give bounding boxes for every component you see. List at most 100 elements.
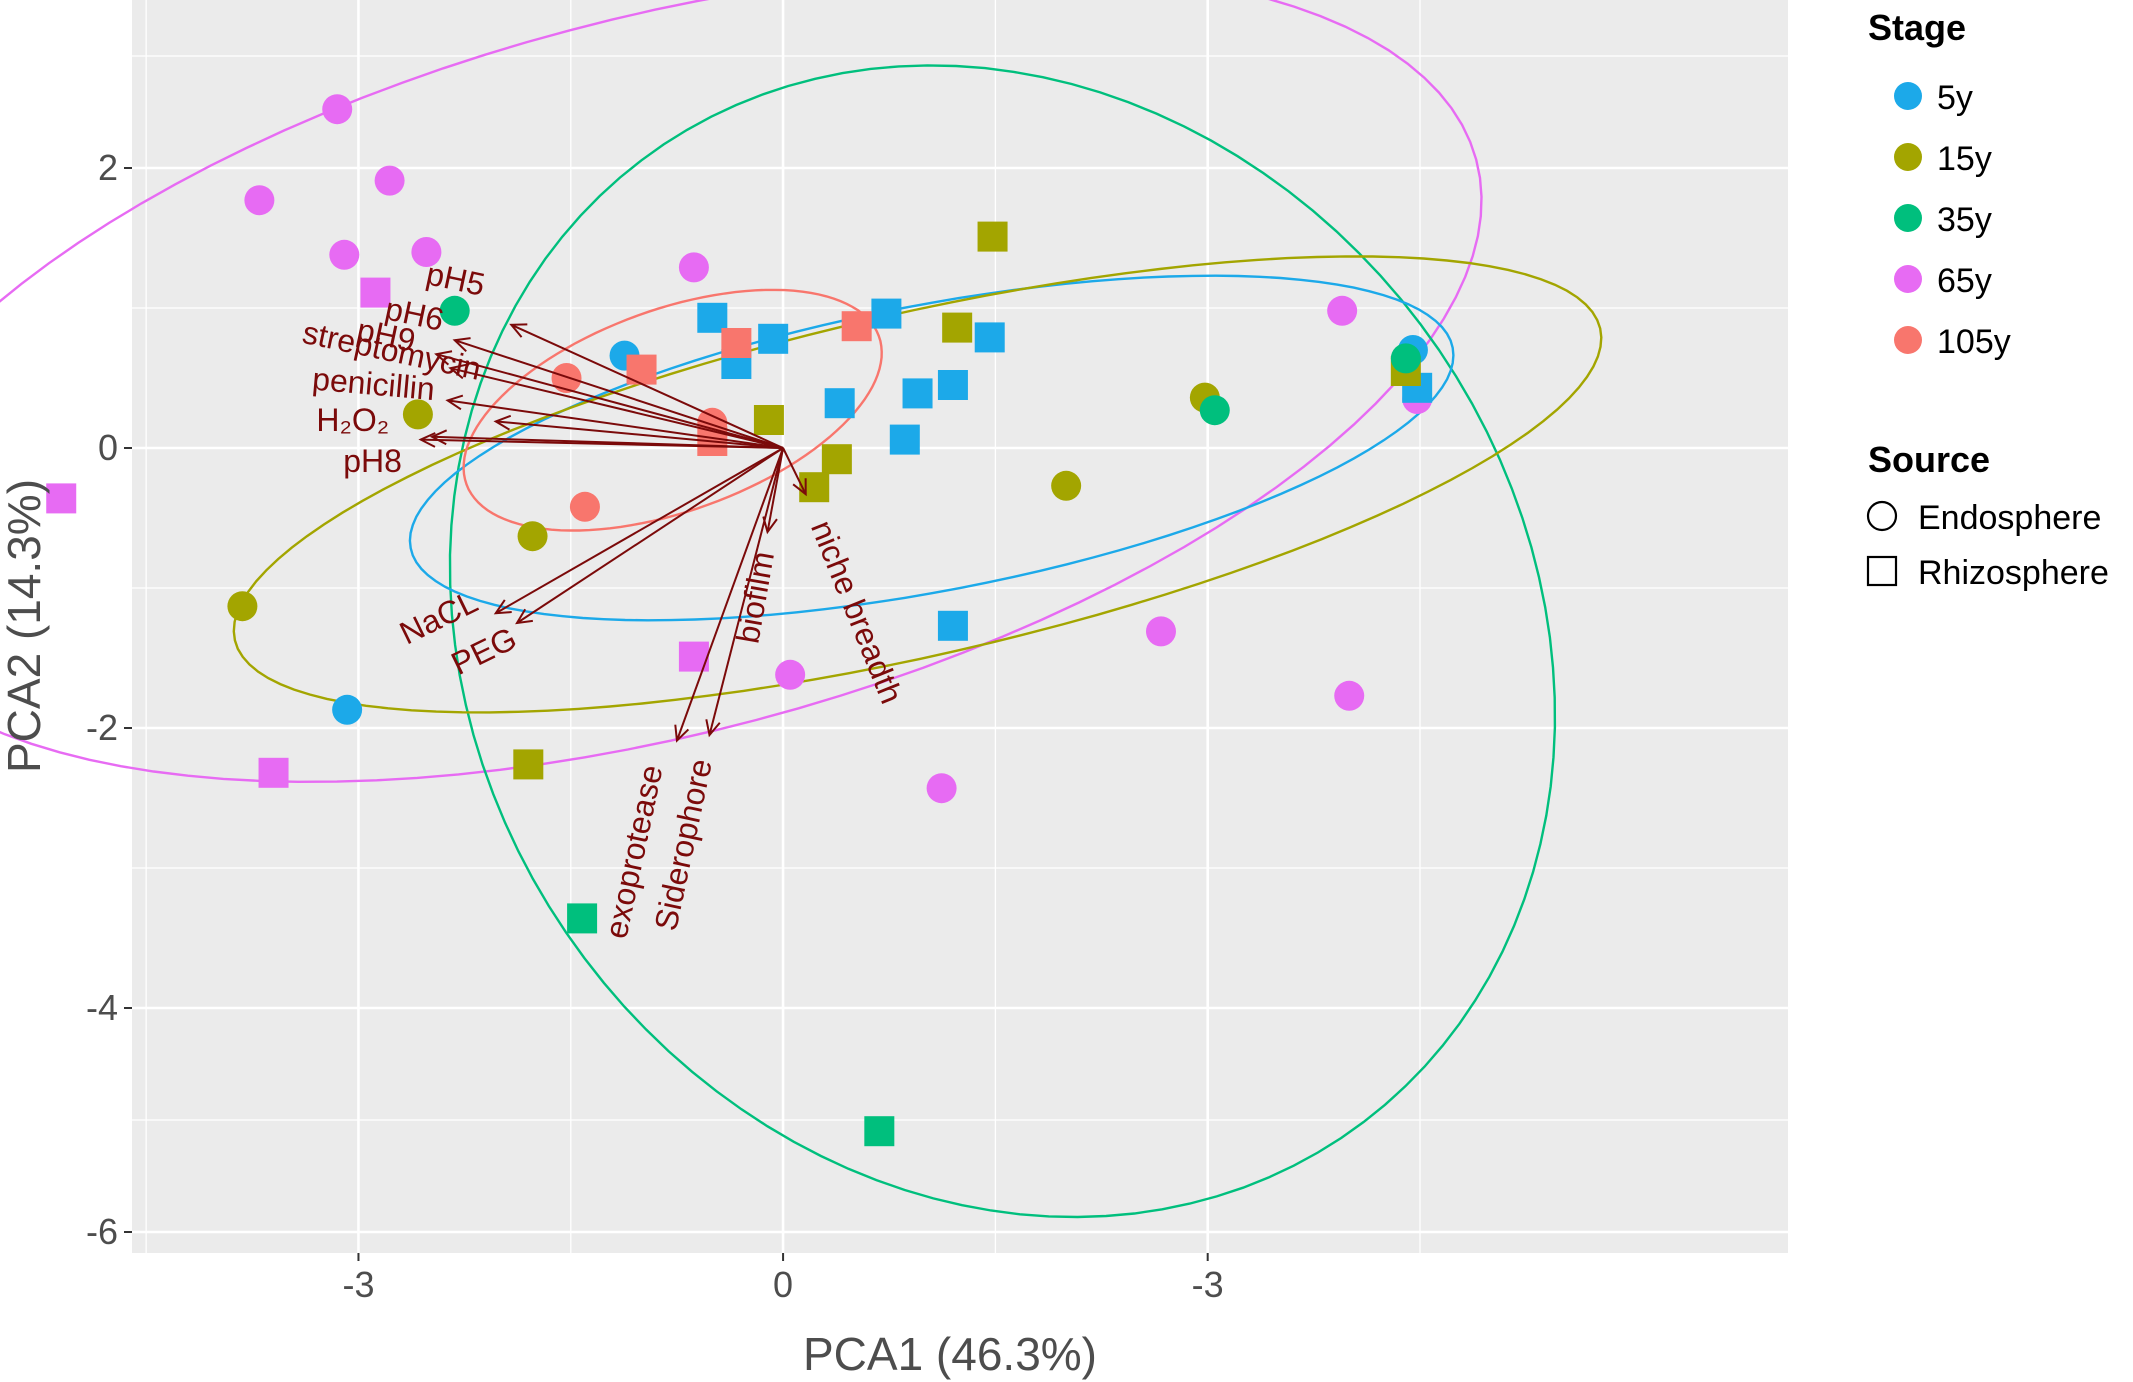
- ellipse-5y: [408, 274, 1455, 622]
- ellipse-15y: [232, 255, 1603, 714]
- point-105y-endosphere: [551, 363, 582, 393]
- point-5y-rhizosphere: [697, 302, 728, 333]
- legend-source-label: Endosphere: [1918, 499, 2101, 537]
- loading-arrowhead: [452, 337, 471, 353]
- legend-stage-key: [1894, 326, 1922, 354]
- legend-stage-key: [1894, 204, 1922, 232]
- loading-arrow: [454, 339, 784, 449]
- legend-stage-label: 35y: [1937, 201, 1992, 239]
- point-35y-endosphere: [1199, 395, 1230, 426]
- legend-stage-label: 105y: [1937, 323, 2011, 361]
- point-65y-endosphere: [775, 659, 806, 690]
- loading-arrow: [708, 447, 785, 736]
- point-5y-rhizosphere: [824, 388, 855, 419]
- x-tick-label: -3: [342, 1264, 374, 1305]
- x-tick-label: -3: [1192, 1264, 1224, 1305]
- loading-arrow: [495, 447, 784, 615]
- loading-arrowhead: [762, 516, 778, 535]
- point-5y-rhizosphere: [758, 323, 789, 354]
- x-axis-ticks: -3 0 -3: [342, 1253, 1224, 1305]
- point-35y-rhizosphere: [567, 903, 598, 934]
- legend-stage-label: 5y: [1937, 79, 1973, 117]
- point-5y-endosphere: [332, 694, 363, 725]
- point-15y-endosphere: [517, 521, 548, 552]
- loading-arrowhead: [674, 724, 690, 743]
- point-35y-rhizosphere: [864, 1116, 895, 1147]
- point-65y-endosphere: [329, 239, 360, 270]
- loading-arrow: [516, 447, 784, 624]
- loading-arrow: [450, 367, 784, 449]
- y-axis-ticks: 2 0 -2 -4 -6: [86, 147, 132, 1252]
- loading-arrowhead: [493, 599, 512, 615]
- loading-arrowhead: [445, 394, 464, 411]
- legend-stage-key: [1894, 143, 1922, 171]
- y-tick-label: 2: [98, 147, 118, 188]
- loading-arrowhead: [418, 432, 436, 448]
- point-105y-rhizosphere: [721, 328, 752, 358]
- point-35y-endosphere: [1390, 343, 1421, 374]
- point-15y-rhizosphere: [821, 444, 852, 475]
- point-15y-rhizosphere: [977, 221, 1008, 252]
- point-65y-endosphere: [244, 185, 275, 216]
- point-15y-endosphere: [1051, 470, 1082, 501]
- point-5y-rhizosphere: [889, 424, 920, 455]
- data-points: [46, 94, 1433, 1147]
- point-65y-endosphere: [926, 773, 957, 804]
- point-15y-endosphere: [402, 399, 433, 430]
- y-tick-label: -4: [86, 987, 118, 1028]
- loading-arrow: [675, 447, 785, 741]
- point-15y-rhizosphere: [513, 749, 544, 780]
- confidence-ellipses: [0, 0, 1603, 1219]
- point-5y-rhizosphere: [937, 610, 968, 641]
- legend-stage-key: [1894, 265, 1922, 293]
- point-65y-endosphere: [322, 94, 353, 125]
- point-105y-rhizosphere: [841, 311, 872, 342]
- ellipse-35y: [448, 64, 1557, 1219]
- loading-arrowhead: [509, 323, 528, 338]
- point-65y-endosphere: [1327, 295, 1358, 326]
- point-65y-endosphere: [411, 237, 442, 267]
- legend-source-key-circle: [1866, 500, 1898, 532]
- point-65y-endosphere: [1145, 616, 1176, 647]
- point-65y-endosphere: [678, 252, 709, 283]
- point-5y-rhizosphere: [937, 370, 968, 400]
- loading-arrowhead: [493, 414, 512, 431]
- x-axis-title: PCA1 (46.3%): [803, 1328, 1097, 1380]
- x-tick-label: 0: [773, 1264, 793, 1305]
- point-15y-rhizosphere: [799, 472, 830, 503]
- loading-arrowhead: [515, 608, 533, 625]
- grid-lines: [132, 0, 1788, 1253]
- point-65y-rhizosphere: [46, 483, 77, 514]
- point-65y-endosphere: [1334, 680, 1365, 711]
- loading-arrow: [436, 353, 784, 449]
- point-65y-rhizosphere: [360, 277, 391, 308]
- loading-arrowhead: [705, 719, 721, 738]
- point-65y-rhizosphere: [258, 757, 289, 788]
- point-65y-endosphere: [374, 165, 405, 196]
- loading-arrow: [782, 447, 807, 495]
- y-tick-label: 0: [98, 427, 118, 468]
- point-15y-endosphere: [227, 591, 258, 622]
- legend-stage-key: [1894, 82, 1922, 110]
- legend-source-title: Source: [1868, 439, 1990, 480]
- ellipse-65y: [0, 0, 1483, 784]
- loading-arrowhead: [434, 350, 453, 366]
- loading-label: pH8: [343, 443, 402, 479]
- legend-stage-items: 5y 15y 35y 65y 105y: [1894, 79, 2011, 361]
- legend-stage-label: 65y: [1937, 262, 1992, 300]
- y-axis-title: PCA2 (14.3%): [0, 479, 50, 773]
- loading-arrow: [420, 438, 784, 449]
- loading-arrowhead: [429, 429, 448, 446]
- loading-arrow: [495, 420, 784, 449]
- loading-arrowhead: [448, 363, 467, 380]
- point-5y-rhizosphere: [974, 322, 1005, 353]
- legend-source-label: Rhizosphere: [1918, 554, 2109, 592]
- legend: Stage 5y 15y 35y 65y 105y Source Endosphere R…: [1866, 7, 2109, 592]
- point-15y-rhizosphere: [942, 312, 973, 343]
- loading-arrow: [766, 447, 785, 533]
- point-105y-endosphere: [569, 491, 600, 522]
- loading-label: H₂O₂: [316, 402, 389, 438]
- legend-stage-title: Stage: [1868, 7, 1966, 48]
- loading-arrowhead: [792, 478, 807, 497]
